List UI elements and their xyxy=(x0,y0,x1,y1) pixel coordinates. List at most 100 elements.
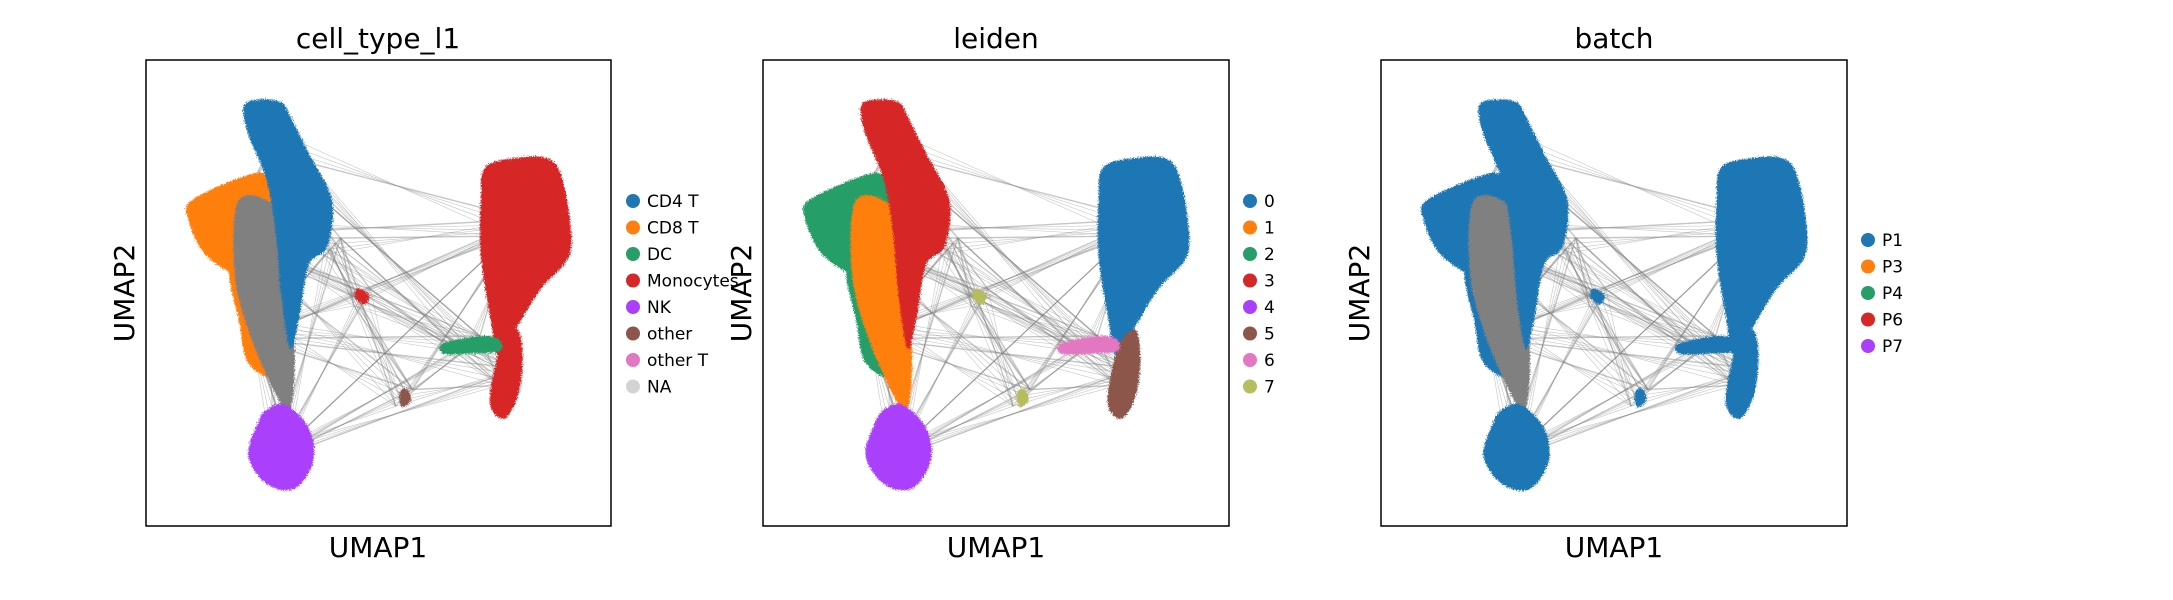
legend-marker xyxy=(626,220,640,235)
cluster-right-tail xyxy=(1107,329,1141,420)
graph-edge xyxy=(1575,237,1590,307)
graph-edge xyxy=(1570,243,1742,380)
graph-edge xyxy=(957,237,1082,354)
panel-cell-type: cell_type_l1 UMAP1 UMAP2 CD4 T CD8 T DC Mon… xyxy=(108,22,739,564)
legend-item: 1 xyxy=(1243,219,1275,239)
cell-clusters xyxy=(802,99,1190,491)
cluster-bottom xyxy=(865,403,932,491)
y-axis-label: UMAP2 xyxy=(725,244,758,343)
legend-label: P3 xyxy=(1882,258,1903,278)
graph-edge xyxy=(277,224,522,455)
graph-edge xyxy=(876,224,1139,334)
panel-title: batch xyxy=(1574,22,1653,55)
graph-edge xyxy=(353,305,413,390)
graph-edge xyxy=(1589,305,1754,369)
cluster-small-a xyxy=(972,288,987,305)
legend-marker xyxy=(1243,326,1257,341)
graph-edge xyxy=(895,224,1139,455)
panel-leiden: leiden UMAP1 UMAP2 0 1 2 3 4 5 6 7 xyxy=(725,22,1275,564)
legend-item: Monocytes xyxy=(626,272,739,292)
graph-edge xyxy=(887,321,1119,386)
legend-marker xyxy=(1243,247,1257,261)
legend-label: P4 xyxy=(1882,284,1903,304)
legend-label: Monocytes xyxy=(647,272,739,292)
graph-edge xyxy=(971,305,1136,369)
graph-edge xyxy=(1605,288,1737,386)
legend: P1 P3 P4 P6 P7 xyxy=(1861,231,1903,357)
axes-frame xyxy=(145,59,612,527)
graph-edge xyxy=(364,294,507,380)
cluster-bottom xyxy=(248,403,315,491)
graph-edge xyxy=(411,352,464,391)
graph-edge xyxy=(982,294,1087,348)
legend-marker xyxy=(626,273,640,288)
graph-edge xyxy=(1489,338,1753,370)
graph-edge xyxy=(940,254,989,290)
cluster-bottom xyxy=(1483,403,1550,491)
graph-edge xyxy=(946,249,983,296)
legend-marker xyxy=(626,300,640,314)
legend-label: other xyxy=(647,325,692,345)
legend-item: P3 xyxy=(1861,258,1903,278)
cluster-right-tail xyxy=(1725,329,1759,420)
legend-item: P7 xyxy=(1861,337,1903,357)
graph-edge xyxy=(278,373,512,455)
graph-edge xyxy=(406,379,506,396)
graph-edge xyxy=(289,385,501,444)
legend-marker xyxy=(1243,273,1257,288)
legend-item: 4 xyxy=(1243,298,1275,318)
graph-edge xyxy=(283,230,516,449)
cell-clusters xyxy=(185,99,572,491)
graph-edge xyxy=(1519,135,1746,237)
graph-edge xyxy=(882,230,1134,328)
legend-label: CD4 T xyxy=(647,192,699,212)
panel-title: cell_type_l1 xyxy=(296,22,460,55)
graph-edge xyxy=(976,300,1025,396)
graph-edge xyxy=(1569,243,1638,401)
graph-edge xyxy=(353,305,518,369)
graph-edge xyxy=(1600,294,1705,348)
graph-edge xyxy=(976,300,1093,342)
graph-edge xyxy=(264,230,516,328)
graph-edge xyxy=(871,338,1135,370)
graph-edge xyxy=(1524,385,1737,444)
graph-edge xyxy=(895,373,1130,455)
graph-edge xyxy=(1647,384,1737,391)
legend-label: 6 xyxy=(1264,351,1275,371)
legend-marker xyxy=(626,194,640,208)
graph-edge xyxy=(328,249,366,296)
graph-edge xyxy=(1494,224,1757,334)
graph-edge xyxy=(946,249,1025,396)
legend-item: other xyxy=(626,325,692,345)
graph-edge xyxy=(1029,352,1082,391)
graph-edge xyxy=(957,237,1014,407)
legend-item: DC xyxy=(626,245,672,265)
graph-edge xyxy=(1589,305,1716,337)
graph-edge xyxy=(940,254,1031,390)
graph-edge xyxy=(1564,249,1643,396)
graph-edge xyxy=(370,289,396,407)
panel-batch: batch UMAP1 UMAP2 P1 P3 P4 P6 P7 xyxy=(1343,22,1903,564)
graph-edge xyxy=(278,140,516,231)
graph-edge xyxy=(1494,332,1748,375)
graph-edge xyxy=(339,237,501,386)
graph-edge xyxy=(906,352,1081,444)
graph-edge xyxy=(906,235,1128,444)
axes-frame xyxy=(1380,59,1848,527)
graph-edge xyxy=(259,332,512,375)
legend-label: 7 xyxy=(1264,378,1275,398)
graph-edge xyxy=(370,288,501,386)
graph-edge xyxy=(1558,254,1607,290)
graph-edge xyxy=(882,327,1087,348)
graph-edge xyxy=(1605,289,1632,407)
graph-edge xyxy=(1514,140,1752,231)
graph-edge xyxy=(1513,373,1748,455)
legend-marker xyxy=(626,379,640,394)
legend-label: P1 xyxy=(1882,231,1903,251)
graph-edge xyxy=(1518,346,1705,449)
graph-edge xyxy=(1647,352,1700,391)
graph-edge xyxy=(364,294,469,348)
x-axis-label: UMAP1 xyxy=(947,531,1046,564)
graph-edge xyxy=(412,384,501,391)
graph-edge xyxy=(1594,300,1711,342)
